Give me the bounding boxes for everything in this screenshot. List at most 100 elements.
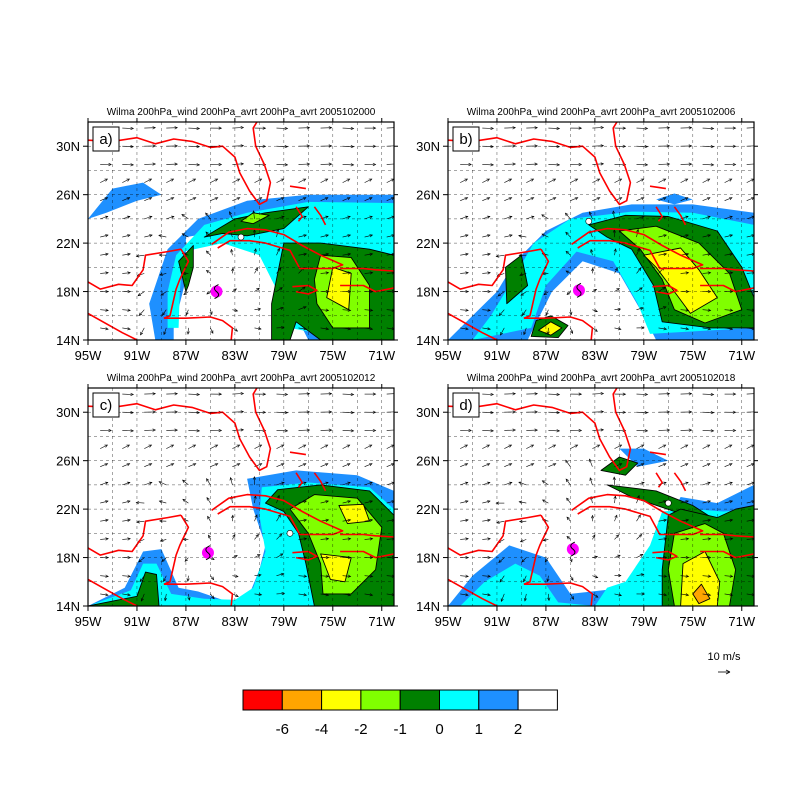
wind-arrow-head — [302, 178, 307, 182]
wind-arrow-head — [468, 428, 472, 433]
wind-arrow — [680, 272, 689, 274]
wind-arrow — [592, 593, 599, 598]
wind-arrow — [724, 500, 733, 504]
wind-arrow-head — [284, 126, 289, 130]
wind-arrow — [680, 309, 689, 311]
wind-arrow — [122, 164, 134, 166]
wind-arrow-head — [600, 392, 605, 396]
wind-arrow-head — [564, 212, 569, 217]
wind-arrow-head — [685, 327, 690, 331]
wind-arrow-head — [641, 481, 645, 485]
wind-arrow-head — [464, 481, 469, 485]
wind-arrow-head — [196, 126, 201, 130]
wind-arrow — [614, 327, 621, 330]
wind-arrow-head — [279, 287, 283, 291]
wind-arrow — [746, 127, 754, 129]
wind-arrow-head — [600, 162, 605, 166]
wind-arrow — [122, 519, 131, 522]
wind-arrow-head — [196, 163, 201, 167]
wind-arrow — [188, 197, 196, 201]
wind-arrow-head — [641, 592, 645, 596]
wind-arrow-head — [325, 593, 330, 597]
wind-arrow-head — [751, 593, 754, 597]
wind-arrow-head — [130, 163, 135, 167]
wind-arrow — [342, 430, 354, 432]
wind-arrow — [386, 482, 394, 486]
wind-arrow-head — [152, 162, 156, 166]
wind-arrow-head — [663, 574, 668, 578]
wind-arrow-head — [662, 306, 667, 310]
wind-arrow-head — [707, 271, 712, 275]
wind-arrow-head — [732, 144, 737, 148]
wind-arrow-head — [618, 593, 622, 597]
wind-arrow-head — [751, 308, 754, 312]
wind-arrow-head — [589, 211, 592, 215]
wind-arrow-head — [127, 593, 131, 597]
wind-arrow-head — [596, 197, 601, 201]
map-frame — [87, 121, 395, 341]
wind-arrow-head — [214, 463, 219, 467]
contour-fill — [88, 182, 162, 219]
wind-arrow-head — [688, 162, 693, 166]
wind-arrow-head — [391, 574, 394, 578]
wind-arrow-head — [755, 429, 758, 432]
wind-arrow — [100, 538, 109, 540]
wind-arrow-head — [751, 500, 754, 504]
graticule — [88, 122, 394, 340]
wind-arrow — [680, 178, 688, 183]
wind-arrow — [342, 463, 351, 467]
wind-vectors — [460, 126, 754, 336]
wind-arrow — [254, 248, 257, 256]
coastline — [448, 248, 542, 290]
wind-arrow — [570, 593, 574, 600]
wind-arrow-head — [372, 392, 377, 396]
wind-arrow — [342, 272, 351, 274]
wind-arrow-head — [347, 290, 352, 294]
wind-arrow-head — [685, 481, 689, 485]
wind-arrow-head — [732, 392, 737, 396]
wind-arrow-head — [218, 126, 223, 130]
wind-arrow-head — [594, 555, 599, 559]
wind-arrow-head — [685, 537, 690, 541]
wind-arrow — [460, 309, 469, 311]
wind-arrow-head — [570, 577, 574, 582]
wind-arrow-head — [161, 558, 165, 562]
wind-arrow — [342, 575, 351, 577]
wind-arrow — [589, 458, 593, 467]
wind-arrow — [570, 327, 573, 334]
wind-arrow-head — [530, 463, 535, 467]
lat-tick-label: 26N — [56, 454, 80, 469]
lon-tick-label: 87W — [173, 614, 200, 629]
wind-arrow — [500, 327, 505, 336]
wind-arrow-head — [205, 231, 209, 235]
coastline — [88, 312, 138, 340]
lon-tick-label: 75W — [679, 348, 706, 363]
wind-arrow-head — [135, 254, 140, 258]
lon-tick-label: 71W — [368, 348, 395, 363]
wind-arrow-head — [210, 576, 215, 581]
coastline — [88, 578, 138, 606]
wind-arrow — [746, 393, 754, 395]
wind-arrow-head — [465, 234, 469, 238]
wind-arrow-head — [729, 518, 734, 522]
lat-tick-label: 26N — [416, 454, 440, 469]
wind-arrow-head — [350, 429, 355, 433]
wind-arrow-head — [751, 518, 754, 522]
wind-arrow-head — [257, 307, 262, 311]
coastline — [523, 248, 550, 319]
wind-arrow-head — [158, 234, 162, 238]
wind-arrow — [163, 575, 167, 582]
wind-arrow — [122, 482, 130, 486]
wind-arrow — [526, 444, 534, 449]
wind-arrow-head — [206, 497, 210, 501]
hurricane-symbol — [570, 541, 576, 557]
contour-fill — [88, 571, 160, 606]
wind-arrow-head — [707, 308, 712, 312]
wind-arrow — [548, 393, 560, 395]
wind-arrow-head — [152, 410, 156, 414]
wind-arrow — [166, 178, 174, 183]
contour-fill — [692, 583, 711, 605]
wind-arrow-head — [186, 331, 190, 335]
wind-arrow — [276, 430, 288, 432]
wind-arrow-head — [707, 481, 711, 485]
